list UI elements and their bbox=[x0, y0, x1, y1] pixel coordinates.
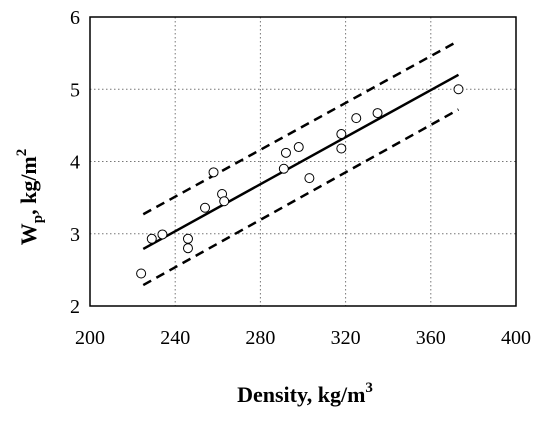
data-point bbox=[200, 202, 211, 213]
y-axis-title-superscript: 2 bbox=[14, 149, 30, 157]
x-tick-label: 280 bbox=[245, 327, 275, 349]
y-tick-label: 3 bbox=[70, 224, 80, 246]
x-axis-title-main: Density, kg/m bbox=[237, 382, 365, 407]
x-axis-title: Density, kg/m3 bbox=[237, 380, 373, 407]
data-point bbox=[278, 163, 289, 174]
x-tick-label: 400 bbox=[501, 327, 531, 349]
x-tick-label: 200 bbox=[75, 327, 105, 349]
data-point bbox=[219, 196, 230, 207]
y-tick-label: 6 bbox=[70, 7, 80, 29]
data-point bbox=[146, 233, 157, 244]
x-tick-label: 320 bbox=[331, 327, 361, 349]
y-tick-label: 2 bbox=[70, 296, 80, 318]
y-axis-title: Wp, kg/m2 bbox=[14, 149, 46, 246]
data-point bbox=[351, 113, 362, 124]
x-tick-label: 240 bbox=[160, 327, 190, 349]
data-point bbox=[372, 108, 383, 119]
y-tick-label: 5 bbox=[70, 79, 80, 101]
data-point bbox=[280, 147, 291, 158]
y-axis-ticks: 2 3 4 5 6 bbox=[70, 7, 80, 318]
data-point bbox=[293, 142, 304, 153]
x-tick-label: 360 bbox=[416, 327, 446, 349]
x-axis-title-superscript: 3 bbox=[365, 380, 373, 396]
y-axis-title-main: W bbox=[16, 223, 41, 245]
y-tick-label: 4 bbox=[70, 152, 80, 174]
data-point bbox=[208, 167, 219, 178]
plot-area-frame bbox=[89, 16, 517, 307]
data-point bbox=[336, 129, 347, 140]
data-point bbox=[453, 84, 464, 95]
data-point bbox=[182, 233, 193, 244]
data-point bbox=[336, 143, 347, 154]
data-point bbox=[182, 243, 193, 254]
data-point bbox=[304, 173, 315, 184]
fit-lines bbox=[142, 39, 460, 287]
confidence-band-line bbox=[142, 108, 460, 287]
data-point bbox=[136, 268, 147, 279]
data-points bbox=[136, 84, 464, 279]
data-point bbox=[157, 229, 168, 240]
confidence-band-line bbox=[142, 39, 460, 216]
y-axis-title-subscript: p bbox=[30, 215, 46, 223]
y-axis-title-rest: , kg/m bbox=[16, 156, 41, 215]
x-axis-ticks: 200 240 280 320 360 400 bbox=[75, 327, 531, 349]
regression-line bbox=[142, 73, 460, 251]
